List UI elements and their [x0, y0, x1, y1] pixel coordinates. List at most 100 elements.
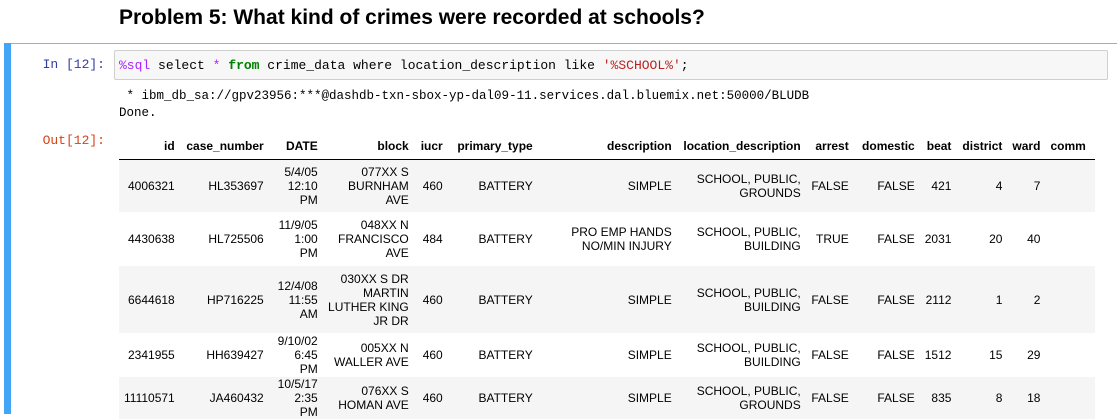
table-cell: HL725506	[179, 212, 269, 266]
table-cell: 20	[956, 212, 1008, 266]
column-header: DATE	[268, 133, 323, 160]
code-text: crime_data where location_description li…	[259, 58, 603, 73]
table-cell: 12/4/08 11:55 AM	[268, 265, 323, 334]
column-header: ward	[1007, 133, 1046, 160]
result-table: id case_number DATE block iucr primary_t…	[119, 133, 1096, 420]
table-cell: 11/9/05 1:00 PM	[268, 212, 323, 266]
table-cell: FALSE	[805, 159, 854, 213]
table-cell: JA460432	[179, 376, 269, 420]
table-row: 4430638 HL725506 11/9/05 1:00 PM 048XX N…	[119, 212, 1096, 266]
input-prompt: In [12]:	[42, 57, 105, 72]
table-cell: HH639427	[179, 333, 269, 377]
column-header: arrest	[805, 133, 854, 160]
table-cell	[1045, 333, 1096, 377]
output-prompt: Out[12]:	[42, 133, 105, 148]
stdout-line: Done.	[119, 106, 157, 120]
table-cell: 40	[1007, 212, 1046, 266]
table-cell: 1512	[919, 333, 957, 377]
table-cell: 460	[413, 159, 448, 213]
column-header: beat	[919, 133, 957, 160]
table-cell: 4	[956, 159, 1008, 213]
table-cell: FALSE	[853, 333, 920, 377]
table-cell	[1045, 265, 1096, 334]
table-cell: SCHOOL, PUBLIC, GROUNDS	[676, 376, 806, 420]
code-keyword: from	[228, 58, 260, 73]
table-cell: 2	[1007, 265, 1046, 334]
column-header: location_description	[676, 133, 806, 160]
table-cell	[1045, 159, 1096, 213]
table-cell: 484	[413, 212, 448, 266]
table-cell: PRO EMP HANDS NO/MIN INJURY	[537, 212, 677, 266]
table-cell: 9/10/02 6:45 PM	[268, 333, 323, 377]
column-header: description	[537, 133, 677, 160]
table-cell: BATTERY	[447, 376, 538, 420]
table-cell: FALSE	[853, 376, 920, 420]
table-cell: 076XX S HOMAN AVE	[322, 376, 414, 420]
table-header-row: id case_number DATE block iucr primary_t…	[119, 133, 1096, 160]
table-cell: FALSE	[805, 333, 854, 377]
table-cell: 048XX N FRANCISCO AVE	[322, 212, 414, 266]
table-cell: 29	[1007, 333, 1046, 377]
table-cell	[1045, 212, 1096, 266]
table-cell: FALSE	[853, 265, 920, 334]
code-text: ;	[680, 58, 689, 73]
table-cell: 005XX N WALLER AVE	[322, 333, 414, 377]
table-cell	[1045, 376, 1096, 420]
table-row: 6644618 HP716225 12/4/08 11:55 AM 030XX …	[119, 265, 1096, 334]
column-header: district	[956, 133, 1008, 160]
table-cell: SIMPLE	[537, 376, 677, 420]
table-cell: SIMPLE	[537, 159, 677, 213]
table-cell: SCHOOL, PUBLIC, GROUNDS	[676, 159, 806, 213]
table-cell: SIMPLE	[537, 333, 677, 377]
table-cell: BATTERY	[447, 333, 538, 377]
table-cell: SIMPLE	[537, 265, 677, 334]
table-cell: SCHOOL, PUBLIC, BUILDING	[676, 333, 806, 377]
code-line[interactable]: %sql select * from crime_data where loca…	[119, 58, 689, 73]
table-cell: FALSE	[853, 159, 920, 213]
table-cell: 7	[1007, 159, 1046, 213]
table-row: 4006321 HL353697 5/4/05 12:10 PM 077XX S…	[119, 159, 1096, 213]
table-cell: 421	[919, 159, 957, 213]
table-cell: TRUE	[805, 212, 854, 266]
table-cell: 4006321	[119, 159, 180, 213]
table-cell: 2112	[919, 265, 957, 334]
column-header: primary_type	[447, 133, 538, 160]
table-cell: BATTERY	[447, 159, 538, 213]
table-cell: 8	[956, 376, 1008, 420]
stdout-line: * ibm_db_sa://gpv23956:***@dashdb-txn-sb…	[119, 89, 810, 103]
table-cell: 11110571	[119, 376, 180, 420]
magic-command: %sql	[119, 58, 151, 73]
table-cell: 460	[413, 265, 448, 334]
column-header: id	[119, 133, 180, 160]
column-header: iucr	[413, 133, 448, 160]
table-cell: 18	[1007, 376, 1046, 420]
table-cell: 15	[956, 333, 1008, 377]
table-cell: HP716225	[179, 265, 269, 334]
table-cell: 2341955	[119, 333, 180, 377]
table-cell: 460	[413, 376, 448, 420]
code-text: select	[150, 58, 213, 73]
column-header: comm	[1045, 133, 1096, 160]
table-cell: FALSE	[853, 212, 920, 266]
page-title: Problem 5: What kind of crimes were reco…	[119, 6, 705, 29]
code-string: '%SCHOOL%'	[602, 58, 681, 73]
table-cell: 460	[413, 333, 448, 377]
table-cell: 10/5/17 2:35 PM	[268, 376, 323, 420]
table-cell: 835	[919, 376, 957, 420]
table-cell: FALSE	[805, 265, 854, 334]
selected-cell-indicator	[4, 43, 11, 414]
code-editor[interactable]: %sql select * from crime_data where loca…	[114, 50, 1108, 80]
code-operator: *	[212, 58, 221, 73]
table-cell: 077XX S BURNHAM AVE	[322, 159, 414, 213]
table-cell: SCHOOL, PUBLIC, BUILDING	[676, 212, 806, 266]
table-row: 11110571 JA460432 10/5/17 2:35 PM 076XX …	[119, 376, 1096, 420]
table-cell: BATTERY	[447, 212, 538, 266]
table-cell: SCHOOL, PUBLIC, BUILDING	[676, 265, 806, 334]
table-cell: 2031	[919, 212, 957, 266]
cell-stdout: * ibm_db_sa://gpv23956:***@dashdb-txn-sb…	[119, 88, 809, 122]
table-cell: 030XX S DR MARTIN LUTHER KING JR DR	[322, 265, 414, 334]
table-cell: 6644618	[119, 265, 180, 334]
table-cell: 1	[956, 265, 1008, 334]
table-cell: FALSE	[805, 376, 854, 420]
column-header: domestic	[853, 133, 920, 160]
